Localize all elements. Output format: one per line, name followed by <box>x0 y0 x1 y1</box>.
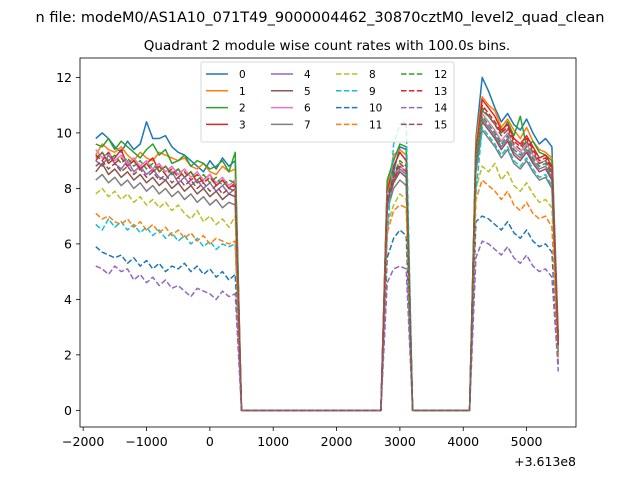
series-line-3 <box>95 98 560 412</box>
series-line-12 <box>95 115 560 412</box>
series-line-13 <box>95 104 560 412</box>
x-tick-label: 3000 <box>384 434 416 449</box>
legend-label-2: 2 <box>239 103 246 115</box>
x-tick-label: −1000 <box>125 434 167 449</box>
legend-label-8: 8 <box>369 69 376 81</box>
legend-label-7: 7 <box>304 119 311 131</box>
y-tick-label: 2 <box>64 347 72 362</box>
series-line-14 <box>95 240 560 412</box>
x-tick-label: 1000 <box>257 434 289 449</box>
legend-label-15: 15 <box>434 119 447 131</box>
legend-label-9: 9 <box>369 86 376 98</box>
y-tick-label: 6 <box>64 236 72 251</box>
plot-area-frame <box>79 57 577 428</box>
y-tick-label: 10 <box>56 125 72 140</box>
figure-suptitle: n file: modeM0/AS1A10_071T49_9000004462_… <box>36 10 605 26</box>
chart-title: Quadrant 2 module wise count rates with … <box>144 38 510 54</box>
y-tick-label: 0 <box>64 403 72 418</box>
y-axis: 0 2 4 6 8 10 12 <box>56 70 80 418</box>
legend-label-0: 0 <box>239 69 246 81</box>
legend-label-13: 13 <box>434 86 447 98</box>
y-tick-label: 8 <box>64 181 72 196</box>
series-line-8 <box>95 162 560 412</box>
series-layer <box>95 76 560 412</box>
legend-box <box>200 61 455 143</box>
x-tick-label: −2000 <box>62 434 104 449</box>
legend-label-14: 14 <box>434 103 448 115</box>
x-axis: −2000 −1000 0 1000 2000 3000 4000 5000 <box>62 427 543 449</box>
x-axis-offset-label: +3.613e8 <box>514 454 576 469</box>
series-line-5 <box>95 121 560 412</box>
legend-label-11: 11 <box>369 119 382 131</box>
series-line-1 <box>95 96 560 412</box>
legend-label-4: 4 <box>304 69 311 81</box>
series-line-4 <box>95 118 560 412</box>
legend-label-5: 5 <box>304 86 311 98</box>
series-line-15 <box>95 107 560 412</box>
series-line-6 <box>95 112 560 412</box>
x-tick-label: 0 <box>206 434 214 449</box>
series-line-10 <box>95 215 560 412</box>
series-line-11 <box>95 179 560 412</box>
legend-label-3: 3 <box>239 119 246 131</box>
x-tick-label: 5000 <box>511 434 543 449</box>
series-line-9 <box>95 121 560 412</box>
legend-label-1: 1 <box>239 86 246 98</box>
y-tick-label: 4 <box>64 292 72 307</box>
legend-label-6: 6 <box>304 103 311 115</box>
legend-label-10: 10 <box>369 103 382 115</box>
x-tick-label: 4000 <box>447 434 479 449</box>
y-tick-label: 12 <box>56 70 72 85</box>
x-tick-label: 2000 <box>321 434 353 449</box>
legend-label-12: 12 <box>434 69 447 81</box>
